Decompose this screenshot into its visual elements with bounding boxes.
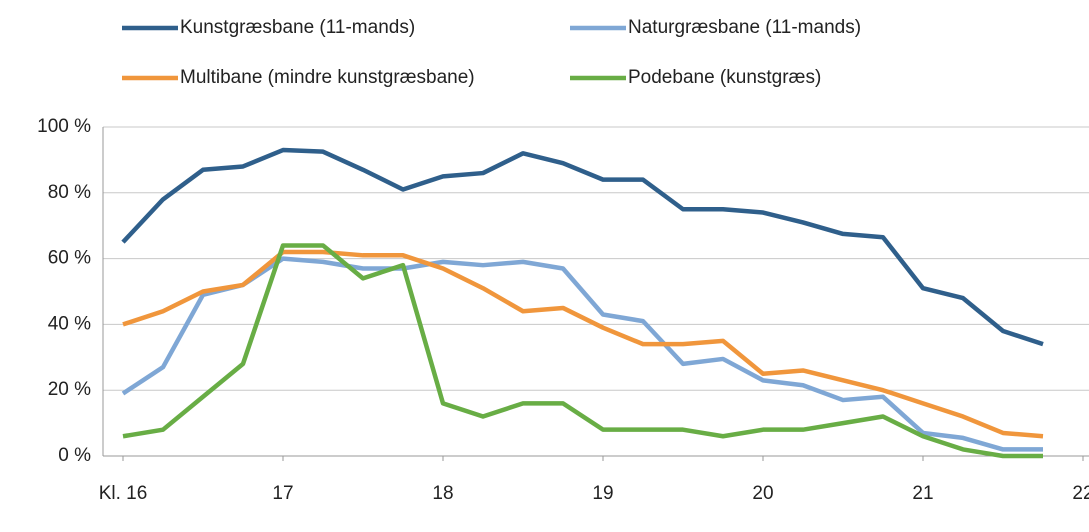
y-tick-label: 40 %	[48, 313, 91, 334]
legend-label: Podebane (kunstgræs)	[628, 67, 821, 88]
x-tick-label: 22	[1072, 483, 1089, 504]
y-tick-label: 100 %	[37, 116, 91, 137]
series-line	[121, 256, 1043, 452]
series-line	[122, 249, 1044, 439]
legend-label: Multibane (mindre kunstgræsbane)	[180, 67, 475, 88]
x-tick-label: 21	[912, 483, 933, 504]
x-tick-label: 19	[592, 483, 613, 504]
x-tick-label: 17	[272, 483, 293, 504]
series-line	[121, 147, 1044, 347]
x-tick-label: 20	[752, 483, 773, 504]
y-tick-label: 20 %	[48, 379, 91, 400]
y-tick-label: 60 %	[48, 248, 91, 269]
series-line	[122, 243, 1043, 459]
y-tick-label: 80 %	[48, 182, 91, 203]
x-tick-label: 18	[432, 483, 453, 504]
y-tick-label: 0 %	[58, 445, 91, 466]
legend-label: Naturgræsbane (11-mands)	[628, 17, 861, 38]
legend-label: Kunstgræsbane (11-mands)	[180, 17, 415, 38]
x-tick-label: Kl. 16	[99, 483, 148, 504]
